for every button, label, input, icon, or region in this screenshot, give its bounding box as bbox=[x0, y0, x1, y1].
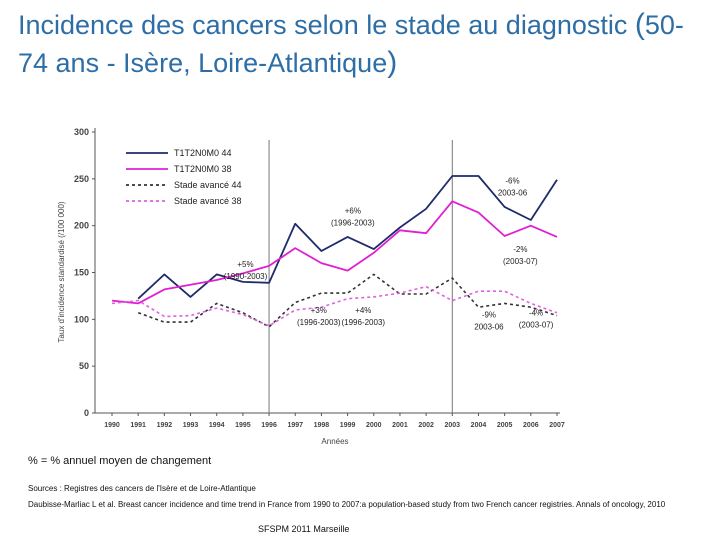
y-tick-label: 0 bbox=[84, 408, 89, 418]
series-line-1 bbox=[137, 175, 558, 300]
x-tick-label: 1992 bbox=[157, 422, 173, 429]
trend-annotation: +4% bbox=[355, 306, 371, 315]
legend-label: Stade avancé 38 bbox=[174, 196, 242, 206]
trend-annotation: -9% bbox=[482, 310, 496, 319]
x-tick-label: 1996 bbox=[261, 422, 277, 429]
y-tick-label: 100 bbox=[74, 314, 89, 324]
x-tick-label: 2001 bbox=[392, 422, 408, 429]
x-tick-label: 2006 bbox=[523, 422, 539, 429]
legend-label: T1T2N0M0 38 bbox=[174, 164, 232, 174]
trend-annotation: (2003-07) bbox=[519, 321, 554, 330]
y-tick-label: 300 bbox=[74, 127, 89, 137]
trend-annotation: +5% bbox=[237, 260, 253, 269]
legend-label: T1T2N0M0 44 bbox=[174, 148, 232, 158]
trend-annotation: (1990-2003) bbox=[224, 272, 268, 281]
trend-annotation: (1996-2003) bbox=[331, 218, 375, 227]
x-tick-label: 1990 bbox=[104, 422, 120, 429]
y-tick-label: 200 bbox=[74, 221, 89, 231]
x-tick-label: 2002 bbox=[418, 422, 434, 429]
x-tick-label: 1993 bbox=[183, 422, 199, 429]
trend-annotation: +6% bbox=[345, 206, 361, 215]
x-tick-label: 2003 bbox=[445, 422, 461, 429]
y-tick-label: 150 bbox=[74, 268, 89, 278]
x-tick-label: 1991 bbox=[130, 422, 146, 429]
trend-annotation: +3% bbox=[311, 306, 327, 315]
trend-annotation: (1996-2003) bbox=[297, 318, 341, 327]
trend-annotation: 2003-06 bbox=[498, 189, 528, 198]
x-tick-label: 2000 bbox=[366, 422, 382, 429]
trend-annotation: (2003-07) bbox=[503, 257, 538, 266]
slide-title: Incidence des cancers selon le stade au … bbox=[18, 6, 708, 82]
x-axis-title: Années bbox=[321, 437, 348, 446]
title-paren-close: ) bbox=[387, 46, 398, 79]
x-tick-label: 1997 bbox=[287, 422, 303, 429]
legend-label: Stade avancé 44 bbox=[174, 180, 242, 190]
trend-annotation: -4% bbox=[529, 309, 543, 318]
percent-note: % = % annuel moyen de changement bbox=[28, 455, 212, 467]
x-tick-label: 1995 bbox=[235, 422, 251, 429]
title-part-2: 50-74 ans - Isère, Loire-Atlantique bbox=[18, 10, 684, 78]
y-axis-title: Taux d'incidence standardisé (/100 000) bbox=[57, 201, 66, 343]
title-part-1: Incidence des cancers selon le stade au … bbox=[18, 10, 635, 40]
x-tick-label: 1994 bbox=[209, 422, 225, 429]
x-tick-label: 2005 bbox=[497, 422, 513, 429]
footer-text: SFSPM 2011 Marseille bbox=[258, 524, 350, 534]
title-paren-open: ( bbox=[634, 8, 645, 41]
series-line-2 bbox=[111, 200, 558, 305]
x-tick-label: 1999 bbox=[340, 422, 356, 429]
x-tick-label: 2007 bbox=[549, 422, 565, 429]
reference-note: Daubisse-Marliac L et al. Breast cancer … bbox=[28, 500, 666, 509]
x-tick-label: 2004 bbox=[471, 422, 487, 429]
series-line-3 bbox=[137, 273, 558, 328]
trend-annotation: -6% bbox=[505, 177, 519, 186]
series-line-4 bbox=[111, 285, 558, 327]
trend-annotation: (1996-2003) bbox=[341, 318, 385, 327]
sources-note: Sources : Registres des cancers de l'Isè… bbox=[28, 484, 256, 493]
trend-annotation: 2003-06 bbox=[474, 322, 504, 331]
x-tick-label: 1998 bbox=[314, 422, 330, 429]
y-tick-label: 50 bbox=[79, 361, 89, 371]
trend-annotation: -2% bbox=[513, 245, 527, 254]
y-tick-label: 250 bbox=[74, 174, 89, 184]
